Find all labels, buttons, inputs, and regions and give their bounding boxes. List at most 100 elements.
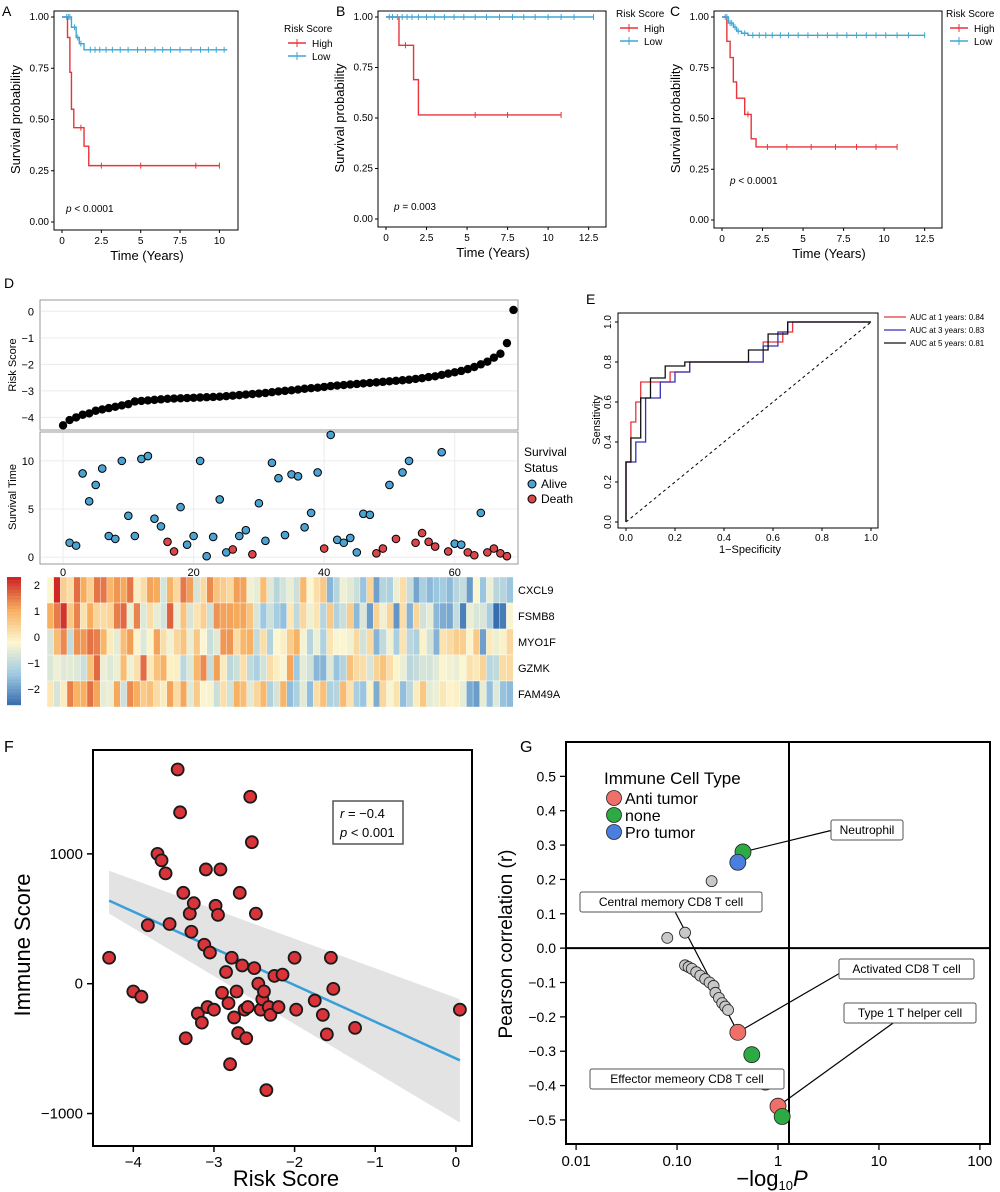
alive-point — [398, 468, 407, 477]
y-tick-label: 0 — [75, 976, 83, 993]
heatmap-cell — [479, 628, 487, 656]
x-tick-label: 0.4 — [717, 533, 731, 544]
heatmap-cell — [412, 576, 421, 604]
heatmap-cell — [412, 602, 421, 630]
data-point — [271, 1000, 286, 1014]
panel-label-d: D — [4, 275, 14, 291]
data-point — [307, 993, 322, 1008]
label-leader-line — [777, 1012, 908, 1107]
alive-point — [215, 495, 225, 504]
heatmap-cell — [392, 576, 401, 604]
heatmap-cell — [472, 680, 481, 708]
scale-bar-segment — [7, 621, 21, 626]
heatmap-cell — [193, 602, 201, 630]
risk-point — [489, 353, 499, 362]
heatmap-cell — [146, 602, 155, 630]
heatmap-cell — [279, 602, 288, 630]
data-point — [287, 950, 302, 965]
heatmap-cell — [233, 576, 241, 604]
y-tick-label: 0.25 — [30, 166, 50, 177]
survival-curve-high — [62, 16, 220, 167]
heatmap-cell — [113, 576, 121, 604]
risk-point — [319, 382, 329, 392]
scale-tick-label: −1 — [27, 658, 40, 670]
heatmap-cell — [233, 628, 241, 656]
heatmap-cell — [472, 628, 481, 656]
risk-point — [333, 381, 342, 390]
heatmap-cell — [153, 628, 161, 656]
heatmap-cell — [193, 576, 201, 604]
heatmap-cell — [299, 654, 308, 682]
scale-bar-segment — [7, 676, 21, 680]
heatmap-cell — [146, 628, 155, 656]
heatmap-cell — [139, 628, 148, 656]
confidence-band — [109, 870, 460, 1123]
risk-point — [430, 372, 440, 381]
risk-point — [346, 380, 355, 389]
legend-swatch — [606, 807, 622, 823]
heatmap-cell — [153, 576, 161, 604]
risk-point — [313, 383, 322, 392]
heatmap-cell — [366, 680, 374, 708]
data-point — [173, 805, 187, 820]
y-axis-label: Survival probability — [332, 63, 347, 173]
heatmap-cell — [113, 602, 121, 630]
heatmap-cell — [106, 654, 115, 682]
y-tick-label: 0.0 — [537, 940, 557, 956]
heatmap-cell — [432, 654, 441, 682]
scale-bar-segment — [7, 602, 21, 606]
data-point — [259, 1083, 274, 1098]
scale-bar-segment — [7, 660, 21, 664]
heatmap-cell — [226, 628, 234, 656]
death-point — [372, 549, 381, 558]
y-axis-label: Immune Score — [10, 873, 35, 1016]
heatmap-cell — [80, 680, 88, 708]
heatmap-cell — [412, 680, 421, 708]
heatmap-cell — [353, 602, 361, 630]
x-tick-label: 0 — [452, 1154, 460, 1171]
heatmap-cell — [219, 602, 228, 630]
scale-bar-segment — [7, 609, 21, 613]
heatmap-cell — [253, 680, 261, 708]
heatmap-cell — [406, 628, 414, 656]
heatmap-cell — [153, 654, 161, 682]
x-tick-label: 0 — [383, 233, 389, 244]
risk-point — [274, 387, 283, 396]
heatmap-cell — [106, 680, 115, 708]
panel-label-b: B — [336, 3, 345, 19]
km-plot-c: 0.00 0.25 0.50 0.75 1.00 0 2.5 5 7.5 10 12.5 Time (… — [668, 9, 995, 261]
y-tick-label: 0.3 — [537, 837, 557, 853]
y-tick-label: −0.5 — [528, 1112, 556, 1128]
gene-label: FAM49A — [518, 689, 561, 701]
alive-point — [110, 534, 120, 544]
y-tick-label: −3 — [21, 386, 34, 398]
heatmap-cell — [93, 680, 101, 708]
scale-bar-segment — [7, 692, 21, 696]
scale-bar-segment — [7, 647, 21, 651]
y-tick-label: 0.50 — [690, 114, 710, 125]
scale-bar-segment — [7, 669, 21, 674]
scale-bar-segment — [7, 650, 21, 654]
legend-item: Death — [541, 492, 573, 506]
death-point — [248, 549, 257, 559]
y-tick-label: 0.4 — [537, 803, 557, 819]
heatmap-cell — [466, 654, 474, 682]
heatmap-cell — [153, 602, 161, 630]
heatmap-cell — [60, 680, 68, 708]
risk-point — [443, 369, 453, 378]
heatmap-cell — [319, 680, 328, 708]
cell-type-point — [661, 931, 674, 944]
heatmap-cell — [286, 576, 294, 604]
legend-item: Anti tumor — [625, 791, 699, 808]
cell-type-point — [705, 875, 718, 888]
alive-point — [456, 540, 466, 549]
alive-point — [280, 530, 290, 540]
heatmap-cell — [166, 654, 174, 682]
heatmap-cell — [466, 628, 474, 656]
data-point — [326, 981, 341, 996]
heatmap-cell — [299, 576, 308, 604]
risk-point — [391, 376, 401, 385]
risk-point — [293, 385, 303, 394]
heatmap-cell — [386, 680, 394, 708]
heatmap-cell — [286, 602, 294, 630]
